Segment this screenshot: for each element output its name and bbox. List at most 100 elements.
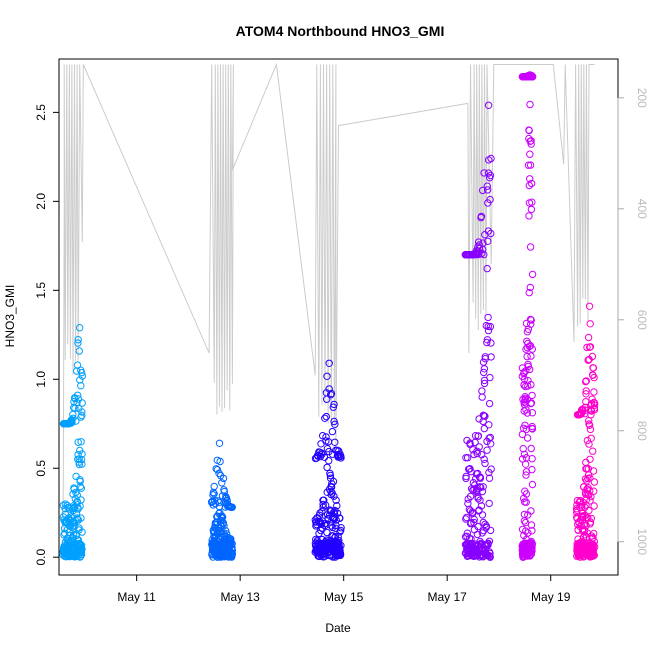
data-point: [323, 395, 331, 403]
data-point: [211, 496, 219, 504]
data-point: [485, 537, 494, 545]
data-point: [210, 482, 218, 491]
data-point: [527, 137, 535, 145]
data-point: [589, 534, 597, 542]
data-point: [528, 391, 536, 400]
data-point: [583, 436, 592, 445]
data-point: [462, 513, 471, 522]
data-point: [474, 432, 483, 440]
data-point: [325, 457, 333, 465]
data-point-max: [484, 101, 493, 110]
data-point: [480, 169, 488, 177]
data-point: [522, 454, 531, 462]
data-point: [483, 182, 491, 190]
data-point: [582, 390, 590, 398]
data-point: [527, 521, 536, 529]
data-point: [480, 424, 488, 433]
pressure-trace: [62, 62, 595, 531]
data-point: [483, 446, 491, 454]
data-points: [59, 71, 599, 561]
data-point: [526, 315, 535, 324]
data-point: [330, 509, 339, 518]
data-point: [528, 425, 537, 433]
data-point: [219, 519, 228, 527]
x-tick-label: May 19: [531, 590, 571, 604]
data-point: [582, 387, 590, 395]
data-point: [331, 420, 339, 428]
data-point: [484, 227, 493, 235]
data-point: [581, 377, 590, 386]
data-point: [209, 491, 217, 499]
data-point: [77, 496, 85, 504]
data-point: [527, 205, 536, 214]
data-point: [590, 487, 598, 495]
data-point: [481, 412, 489, 420]
data-point: [526, 175, 534, 183]
data-point: [484, 169, 493, 177]
data-point: [526, 283, 534, 292]
data-point: [526, 365, 534, 374]
data-point: [316, 452, 325, 461]
data-point: [73, 391, 82, 399]
data-point: [484, 326, 493, 335]
data-point: [528, 465, 536, 474]
data-point: [323, 372, 331, 380]
data-point: [582, 522, 590, 530]
data-point: [78, 545, 86, 553]
data-point: [589, 447, 597, 455]
data-point: [590, 551, 598, 560]
data-point: [526, 100, 534, 109]
data-point: [332, 496, 340, 504]
data-point: [590, 388, 598, 396]
data-point: [469, 446, 477, 454]
data-point: [333, 502, 341, 510]
data-point: [479, 483, 487, 491]
data-point: [479, 239, 487, 247]
data-point: [524, 529, 532, 537]
data-point: [486, 322, 495, 331]
y-tick-label: 2.5: [34, 104, 48, 121]
data-point: [475, 506, 483, 514]
data-point: [68, 418, 76, 427]
data-point: [527, 316, 535, 324]
data-point: [78, 372, 87, 380]
data-point: [483, 338, 491, 347]
data-point: [77, 550, 86, 559]
data-point: [481, 459, 489, 468]
data-point: [527, 140, 535, 148]
data-point: [74, 336, 82, 344]
data-point: [523, 434, 532, 442]
data-point: [528, 422, 536, 431]
y-tick-label: 1.0: [34, 371, 48, 388]
data-point: [327, 391, 335, 399]
x-axis: May 11 May 13 May 15 May 17 May 19: [117, 574, 571, 604]
data-point: [333, 509, 342, 517]
pressure-line: [62, 62, 595, 531]
data-point: [486, 373, 494, 382]
data-point: [228, 550, 237, 558]
data-point: [584, 333, 593, 342]
data-point: [77, 514, 85, 522]
data-point: [484, 313, 492, 322]
data-point: [327, 389, 336, 398]
data-point: [528, 527, 536, 535]
data-point: [77, 413, 85, 421]
data-point: [67, 416, 76, 424]
x-tick-label: May 13: [220, 590, 260, 604]
y-tick-label: 1.5: [34, 282, 48, 299]
data-point: [328, 480, 336, 488]
data-point: [323, 463, 331, 472]
data-point: [483, 264, 491, 273]
data-point: [227, 535, 235, 543]
data-point: [587, 514, 595, 523]
data-point: [331, 438, 339, 446]
data-point: [473, 447, 481, 455]
data-point: [487, 440, 495, 448]
data-point: [74, 395, 83, 403]
data-point: [337, 526, 345, 535]
data-point: [523, 352, 531, 361]
data-point: [480, 368, 488, 377]
data-point: [221, 527, 230, 535]
data-point: [484, 237, 492, 246]
data-point: [586, 455, 594, 463]
